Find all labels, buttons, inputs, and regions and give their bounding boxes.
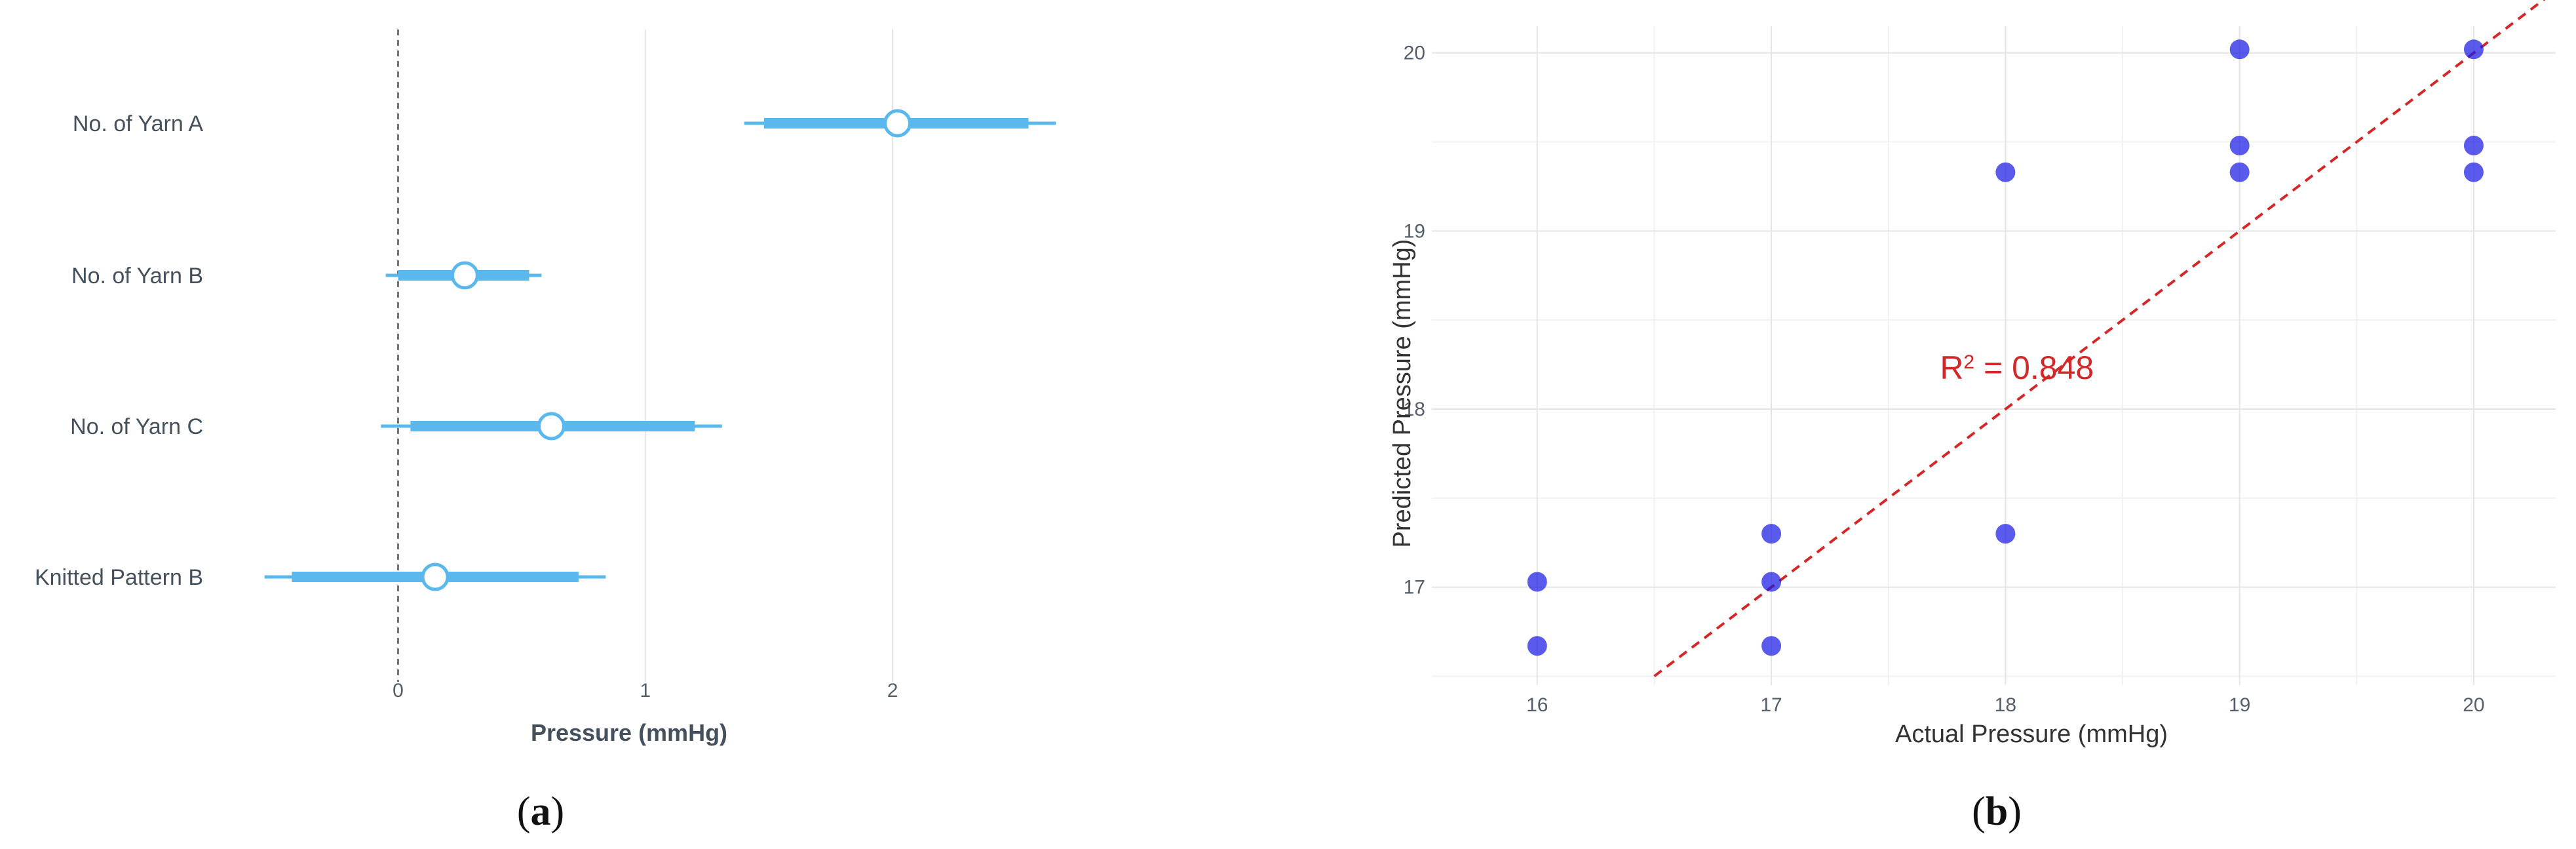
- panel-b-y-tick-label: 20: [1404, 43, 1425, 64]
- panel-b-x-tick-label: 16: [1526, 694, 1548, 716]
- panel-a-x-tick-labels: 0 1 2: [393, 680, 898, 701]
- panel-b-data-point: [2463, 135, 2484, 155]
- panel-b-scatter-plot: 16 17 18 19 20 17 18 19 20 R2 = 0.848 Actual Pre…: [1389, 0, 2556, 834]
- panel-a-x-tick-label: 0: [393, 680, 404, 701]
- panel-b-label: (b): [1972, 789, 2022, 834]
- panel-b-data-point: [2229, 39, 2250, 60]
- panel-a-category-label: No. of Yarn C: [70, 414, 203, 439]
- panel-b-x-tick-label: 20: [2463, 694, 2484, 716]
- panel-a-category-label: Knitted Pattern B: [35, 565, 203, 590]
- panel-b-y-tick-label: 18: [1404, 399, 1425, 420]
- panel-b-data-point: [1761, 636, 1782, 656]
- panel-b-data-point: [2229, 135, 2250, 155]
- panel-a-label: (a): [517, 789, 564, 834]
- panel-b-data-point: [2229, 162, 2250, 182]
- panel-b-data-point: [1761, 572, 1782, 592]
- panel-b-y-tick-label: 17: [1404, 577, 1425, 599]
- panel-a-category-label: No. of Yarn A: [73, 111, 203, 136]
- panel-b-fit-line: [1653, 0, 2546, 678]
- panel-b-x-tick-label: 18: [1995, 694, 2016, 716]
- panel-a-point-estimate: [537, 412, 566, 441]
- panel-a-point-estimate: [421, 563, 450, 591]
- panel-a-category-labels: No. of Yarn A No. of Yarn B No. of Yarn C K…: [35, 111, 203, 590]
- panel-b-y-tick-label: 19: [1404, 220, 1425, 242]
- panel-b-data-point: [1995, 524, 2016, 544]
- panel-a-point-estimate: [450, 261, 479, 290]
- panel-b-r-squared-annotation: R2 = 0.848: [1940, 349, 2094, 386]
- panel-b-x-tick-label: 19: [2229, 694, 2250, 716]
- panel-b-x-tick-label: 17: [1760, 694, 1782, 716]
- panel-b-fit-line-layer: [1653, 0, 2546, 678]
- panel-a-category-label: No. of Yarn B: [71, 264, 203, 288]
- panel-b-y-axis-title: Predicted Pressure (mmHg): [1389, 239, 1416, 548]
- panel-a-grid: [397, 30, 894, 682]
- panel-b-x-axis-title: Actual Pressure (mmHg): [1895, 721, 2168, 748]
- panel-b-data-point: [1527, 572, 1547, 592]
- panel-b-data-point: [1995, 162, 2016, 182]
- panel-b-data-point: [2463, 162, 2484, 182]
- panel-a-x-tick-label: 2: [887, 680, 898, 701]
- panel-b-data-point: [2463, 39, 2484, 60]
- panel-a-estimates: [264, 109, 1056, 591]
- panel-b-points: [1527, 39, 2484, 656]
- panel-a-point-estimate: [883, 109, 912, 138]
- panel-b-data-point: [1527, 636, 1547, 656]
- panel-b-tick-labels: 16 17 18 19 20 17 18 19 20: [1404, 43, 2485, 716]
- panel-a-x-axis-title: Pressure (mmHg): [531, 719, 727, 746]
- panel-a-x-tick-label: 1: [640, 680, 651, 701]
- panel-b-data-point: [1761, 524, 1782, 544]
